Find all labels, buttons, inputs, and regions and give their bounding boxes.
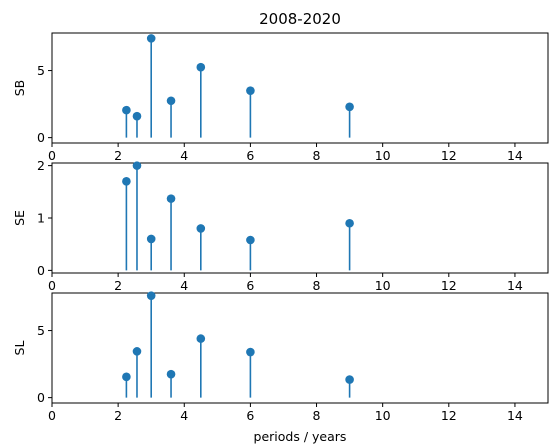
stem-marker <box>246 235 255 245</box>
x-tick-label: 14 <box>507 408 523 423</box>
stem-marker <box>196 334 206 343</box>
x-tick-label: 8 <box>313 278 321 293</box>
y-tick-label: 0 <box>37 130 45 145</box>
x-tick-label: 4 <box>180 408 188 423</box>
panel-sl: SL 0 5 0 2 4 6 8 10 12 14 <box>12 291 549 423</box>
stem-marker <box>146 34 156 43</box>
panel-sb: SB 0 5 0 2 4 6 8 10 12 14 <box>12 32 549 163</box>
x-tick-label: 0 <box>48 278 56 293</box>
stem-marker <box>345 102 354 112</box>
y-tick-label: 0 <box>37 390 45 405</box>
x-tick-label: 10 <box>375 408 391 423</box>
x-tick-label: 6 <box>246 148 254 163</box>
x-tick-label: 8 <box>313 408 321 423</box>
x-tick-label: 14 <box>507 278 523 293</box>
x-tick-label: 12 <box>441 408 457 423</box>
y-tick-label: 5 <box>37 63 45 78</box>
y-tick-label: 2 <box>37 158 45 173</box>
panel-frame <box>51 32 549 144</box>
stem-marker <box>132 111 142 121</box>
stem-marker <box>146 291 156 300</box>
stem-marker <box>196 224 206 233</box>
x-tick-label: 0 <box>48 148 56 163</box>
stem-marker <box>122 372 131 382</box>
stem-marker <box>132 347 142 356</box>
y-axis-label: SE <box>12 210 27 226</box>
stem-marker <box>246 347 255 357</box>
x-tick-label: 6 <box>246 278 254 293</box>
y-tick-label: 1 <box>37 211 45 226</box>
x-tick-label: 2 <box>114 148 122 163</box>
stem-marker <box>166 369 176 379</box>
panel-frame <box>51 292 549 404</box>
stem-marker <box>166 96 176 106</box>
x-tick-label: 10 <box>375 148 391 163</box>
x-tick-label: 6 <box>246 408 254 423</box>
x-tick-label: 12 <box>441 278 457 293</box>
stem-marker <box>345 375 354 384</box>
x-tick-label: 2 <box>114 408 122 423</box>
stem-marker <box>246 86 255 95</box>
y-tick-label: 5 <box>37 323 45 338</box>
chart-title: 2008-2020 <box>259 10 341 28</box>
x-tick-label: 4 <box>180 148 188 163</box>
y-axis-label: SB <box>12 80 27 97</box>
x-tick-label: 4 <box>180 278 188 293</box>
x-axis-label: periods / years <box>254 429 347 444</box>
stem-marker <box>122 105 131 115</box>
stem-marker <box>146 234 156 244</box>
stem-marker <box>345 218 354 228</box>
x-tick-label: 10 <box>375 278 391 293</box>
x-tick-label: 14 <box>507 148 523 163</box>
y-axis-label: SL <box>12 341 27 356</box>
stem-marker <box>196 62 206 72</box>
y-tick-label: 0 <box>37 263 45 278</box>
x-tick-label: 8 <box>313 148 321 163</box>
stem-marker <box>132 161 142 170</box>
x-tick-label: 2 <box>114 278 122 293</box>
x-tick-label: 0 <box>48 408 56 423</box>
stem-marker <box>166 194 176 203</box>
x-tick-label: 12 <box>441 148 457 163</box>
stem-marker <box>122 177 131 186</box>
